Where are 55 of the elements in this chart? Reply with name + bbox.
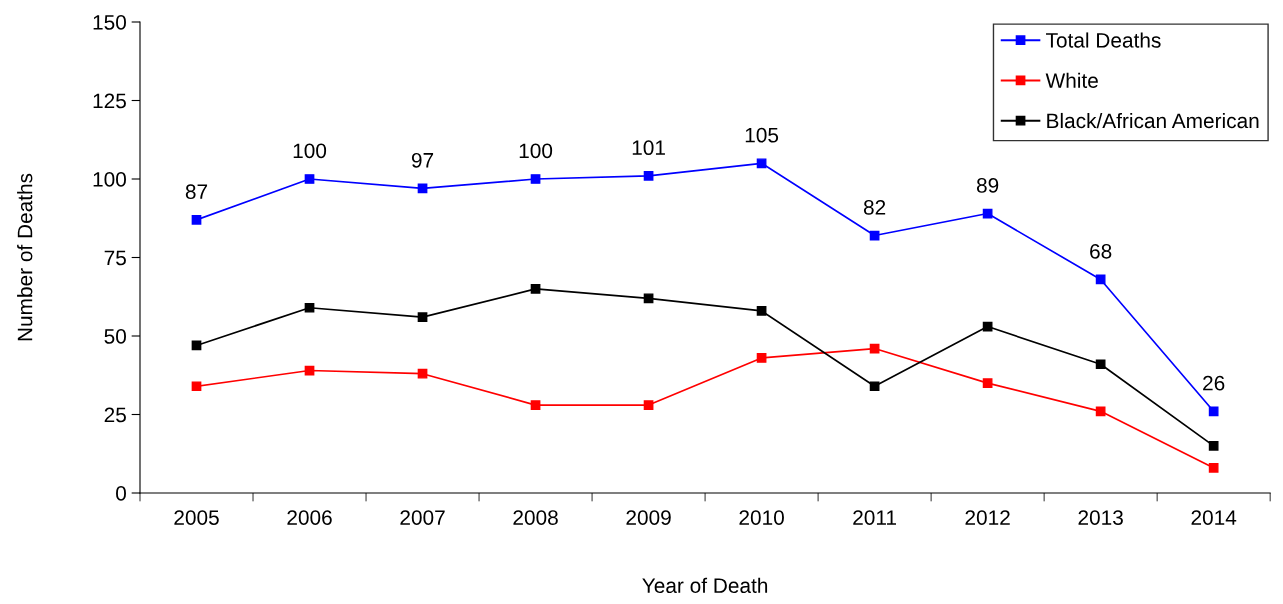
- point: [530, 400, 541, 410]
- point: [191, 214, 202, 225]
- y-tick-label: 125: [93, 93, 126, 109]
- point: [1208, 463, 1219, 473]
- point: [417, 312, 428, 323]
- point: [1095, 406, 1106, 417]
- x-tick-label: 2010: [739, 510, 784, 525]
- point: [982, 378, 993, 388]
- y-axis-title: Number of Deaths: [17, 173, 33, 341]
- data-label: 97: [411, 152, 434, 168]
- point: [756, 353, 767, 363]
- point: [643, 400, 654, 410]
- point: [869, 381, 880, 392]
- x-tick-label: 2008: [513, 510, 558, 525]
- point: [643, 170, 654, 181]
- x-tick-label: 2013: [1078, 510, 1123, 525]
- x-tick-label: 2014: [1191, 510, 1237, 525]
- point: [643, 293, 654, 304]
- data-label: 105: [745, 127, 779, 143]
- point: [304, 302, 315, 313]
- point: [756, 158, 767, 169]
- data-label: 82: [863, 199, 886, 215]
- point: [304, 174, 315, 184]
- point: [1208, 406, 1219, 417]
- x-tick-label: 2009: [626, 510, 671, 525]
- point: [1208, 441, 1219, 451]
- y-tick-label: 75: [104, 250, 126, 266]
- data-label: 100: [519, 143, 553, 159]
- point: [191, 381, 202, 392]
- y-tick-label: 50: [104, 329, 126, 344]
- y-tick-label: 25: [104, 407, 126, 423]
- point: [1095, 359, 1106, 370]
- y-tick-label: 0: [116, 486, 126, 501]
- data-label: 26: [1203, 375, 1225, 391]
- legend-label: White: [1045, 72, 1098, 88]
- x-axis-title: Year of Death: [642, 577, 768, 593]
- legend-label: Black/African American: [1047, 112, 1259, 129]
- x-tick-label: 2011: [853, 510, 896, 525]
- y-tick-label: 150: [93, 15, 126, 30]
- y-tick-label: 100: [93, 172, 126, 187]
- legend-label: Total Deaths: [1046, 32, 1161, 48]
- data-label: 100: [293, 143, 327, 159]
- x-tick-label: 2007: [400, 510, 445, 525]
- x-tick-label: 2005: [174, 510, 219, 525]
- point: [530, 284, 541, 294]
- data-label: 87: [185, 184, 208, 200]
- data-label: 101: [632, 140, 665, 156]
- data-label: 68: [1090, 243, 1112, 259]
- data-label: 89: [976, 178, 999, 193]
- point: [417, 368, 428, 379]
- point: [530, 174, 541, 184]
- point: [756, 306, 767, 316]
- x-tick-label: 2012: [965, 510, 1010, 525]
- point: [1095, 274, 1106, 285]
- x-tick-label: 2006: [287, 510, 332, 525]
